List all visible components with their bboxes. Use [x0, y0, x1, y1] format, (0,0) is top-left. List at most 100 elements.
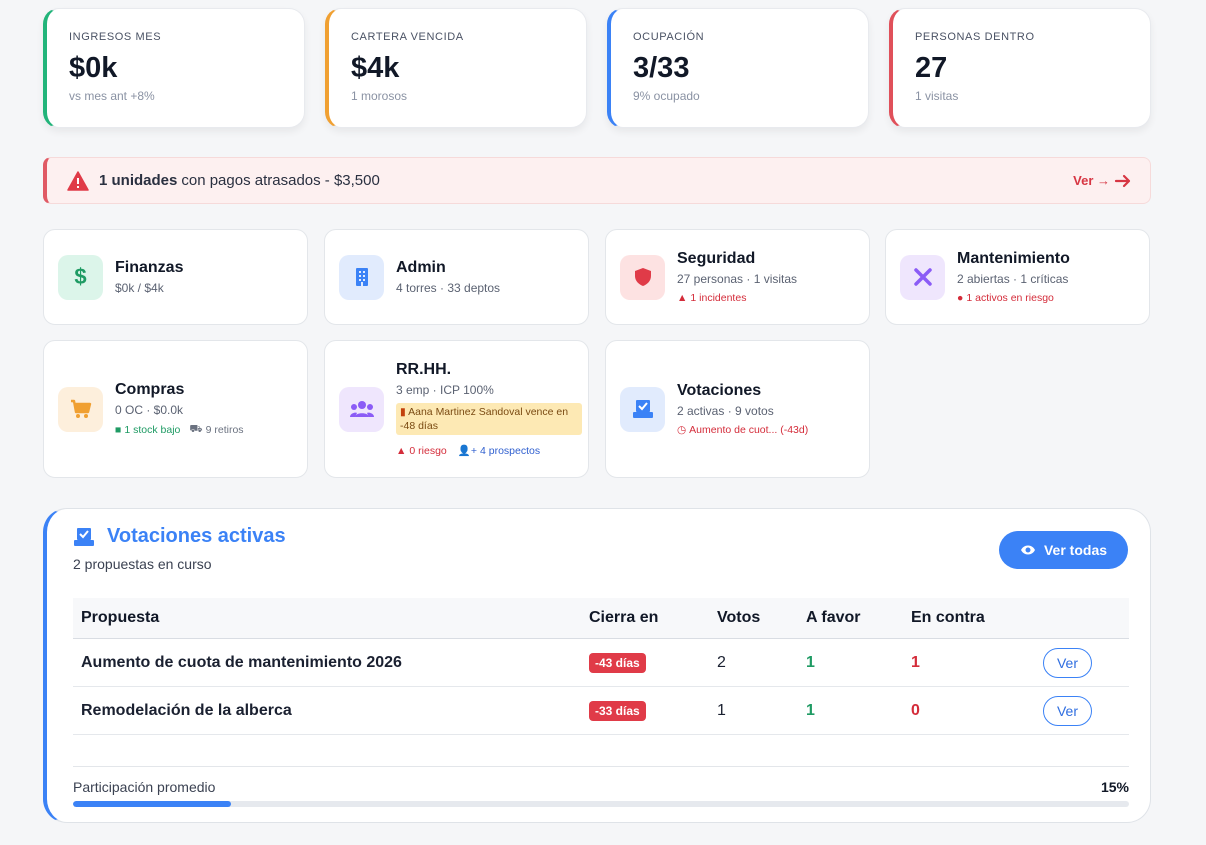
warning-icon: [67, 170, 89, 191]
kpi-value: $4k: [351, 52, 400, 84]
kpi-card-ingresos: INGRESOS MES $0k vs mes ant +8%: [43, 8, 305, 128]
ver-todas-button[interactable]: Ver todas: [999, 531, 1128, 569]
participacion-bar-fill: [73, 801, 232, 807]
alert-ver-label: Ver →: [1073, 173, 1110, 188]
votaciones-table: Propuesta Cierra en Votos A favor En con…: [73, 598, 1129, 735]
ver-button[interactable]: Ver: [1043, 695, 1092, 726]
kpi-card-cartera: CARTERA VENCIDA $4k 1 morosos: [325, 8, 587, 128]
kpi-sub: vs mes ant +8%: [69, 89, 155, 104]
module-sub: 0 OC · $0.0k: [115, 403, 184, 417]
contract-note: ▮ Aana Martinez Sandoval vence en -48 dí…: [396, 403, 582, 435]
participacion-label: Participación promedio: [73, 779, 216, 795]
module-warning: ▲ 1 incidentes: [677, 292, 797, 304]
warning-icon: ▲: [677, 292, 688, 304]
building-icon: [339, 254, 384, 300]
participacion: Participación promedio 15%: [73, 766, 1129, 807]
module-admin[interactable]: Admin 4 torres · 33 deptos: [324, 229, 589, 325]
row-favor: 1: [806, 653, 815, 671]
overdue-alert: 1 unidades con pagos atrasados - $3,500 …: [43, 157, 1151, 204]
riesgo: 0 riesgo: [409, 444, 447, 457]
prospectos: 4 prospectos: [479, 444, 541, 457]
panel-subtitle: 2 propuestas en curso: [73, 556, 212, 572]
module-sub: 4 torres · 33 deptos: [396, 281, 501, 295]
col-contra: En contra: [911, 609, 985, 626]
alert-ver-link[interactable]: Ver →: [1073, 173, 1132, 189]
alert-count: 1 unidades: [99, 172, 178, 189]
module-votaciones[interactable]: Votaciones 2 activas · 9 votos ◷ Aumento…: [605, 340, 870, 478]
col-propuesta: Propuesta: [81, 609, 160, 626]
cart-icon: [58, 386, 103, 432]
cierra-badge: -33 días: [589, 700, 646, 721]
module-compras[interactable]: Compras 0 OC · $0.0k ■ 1 stock bajo ⛟ 9 …: [43, 340, 308, 478]
alert-text: con pagos atrasados - $3,500: [181, 172, 380, 189]
module-sub: 2 activas · 9 votos: [677, 404, 774, 418]
module-title: Compras: [115, 381, 185, 398]
module-title: Votaciones: [677, 382, 762, 399]
warning-icon: ▲: [396, 444, 407, 457]
module-seguridad[interactable]: Seguridad 27 personas · 1 visitas ▲ 1 in…: [605, 229, 870, 325]
user-plus-icon: 👤+: [457, 445, 477, 457]
tools-icon: [900, 254, 945, 300]
clock-icon: ◷: [677, 424, 687, 436]
kpi-value: 3/33: [633, 52, 690, 84]
module-sub: 27 personas · 1 visitas: [677, 272, 798, 286]
row-favor: 1: [806, 701, 815, 719]
row-votos: 1: [717, 701, 726, 719]
module-warning: ● 1 activos en riesgo: [957, 292, 1070, 304]
ballot-icon: [620, 386, 665, 432]
module-sub: 2 abiertas · 1 críticas: [957, 272, 1069, 286]
stock-bajo: 1 stock bajo: [124, 424, 181, 436]
col-votos: Votos: [717, 609, 761, 626]
module-warning-text: Aumento de cuot... (-43d): [689, 424, 809, 436]
panel-title-text: Votaciones activas: [107, 525, 286, 547]
module-title: RR.HH.: [396, 361, 452, 378]
alert-circle-icon: ●: [957, 292, 964, 304]
document-icon: ▮: [400, 406, 406, 418]
kpi-card-personas: PERSONAS DENTRO 27 1 visitas: [889, 8, 1151, 128]
votaciones-activas-panel: Votaciones activas 2 propuestas en curso…: [43, 508, 1151, 823]
participacion-value: 15%: [1100, 779, 1129, 795]
participacion-bar: [73, 801, 1129, 807]
kpi-sub: 9% ocupado: [633, 89, 700, 104]
module-mantenimiento[interactable]: Mantenimiento 2 abiertas · 1 críticas ● …: [885, 229, 1150, 325]
row-contra: 1: [911, 653, 920, 671]
kpi-card-ocupacion: OCUPACIÓN 3/33 9% ocupado: [607, 8, 869, 128]
box-icon: ■: [115, 424, 122, 436]
kpi-row: INGRESOS MES $0k vs mes ant +8% CARTERA …: [43, 8, 1151, 128]
row-propuesta: Aumento de cuota de mantenimiento 2026: [81, 653, 402, 671]
module-status-line: ■ 1 stock bajo ⛟ 9 retiros: [115, 423, 244, 437]
module-warning-text: 1 incidentes: [690, 292, 747, 304]
panel-title: Votaciones activas: [73, 525, 286, 548]
module-finanzas[interactable]: $ Finanzas $0k / $4k: [43, 229, 308, 325]
cierra-badge: -43 días: [589, 652, 646, 673]
kpi-value: $0k: [69, 52, 118, 84]
module-warning-text: 1 activos en riesgo: [966, 292, 1054, 304]
kpi-label: PERSONAS DENTRO: [915, 31, 1035, 43]
table-row: Aumento de cuota de mantenimiento 2026 -…: [73, 639, 1129, 687]
users-icon: [339, 386, 384, 432]
module-rrhh[interactable]: RR.HH. 3 emp · ICP 100% ▮ Aana Martinez …: [324, 340, 589, 478]
kpi-sub: 1 morosos: [351, 89, 408, 104]
contract-note-text: Aana Martinez Sandoval vence en -48 días: [400, 406, 569, 432]
row-propuesta: Remodelación de la alberca: [81, 701, 292, 719]
ballot-icon: [74, 527, 94, 546]
module-status-line: ▲ 0 riesgo 👤+ 4 prospectos: [396, 444, 582, 458]
col-cierra: Cierra en: [589, 609, 659, 626]
table-row: Remodelación de la alberca -33 días 1 1 …: [73, 687, 1129, 735]
module-title: Admin: [396, 259, 446, 276]
kpi-label: INGRESOS MES: [69, 31, 162, 43]
retiros: 9 retiros: [205, 424, 244, 436]
module-warning: ◷ Aumento de cuot... (-43d): [677, 424, 808, 436]
kpi-value: 27: [915, 52, 948, 84]
kpi-sub: 1 visitas: [915, 89, 959, 104]
eye-icon: [1020, 545, 1035, 555]
module-title: Seguridad: [677, 250, 756, 267]
module-sub: 3 emp · ICP 100%: [396, 383, 494, 397]
kpi-label: CARTERA VENCIDA: [351, 31, 464, 43]
row-votos: 2: [717, 653, 726, 671]
ver-button[interactable]: Ver: [1043, 647, 1092, 678]
module-sub: $0k / $4k: [115, 281, 164, 295]
row-contra: 0: [911, 701, 920, 719]
ver-todas-label: Ver todas: [1043, 542, 1108, 558]
dollar-icon: $: [58, 254, 103, 300]
